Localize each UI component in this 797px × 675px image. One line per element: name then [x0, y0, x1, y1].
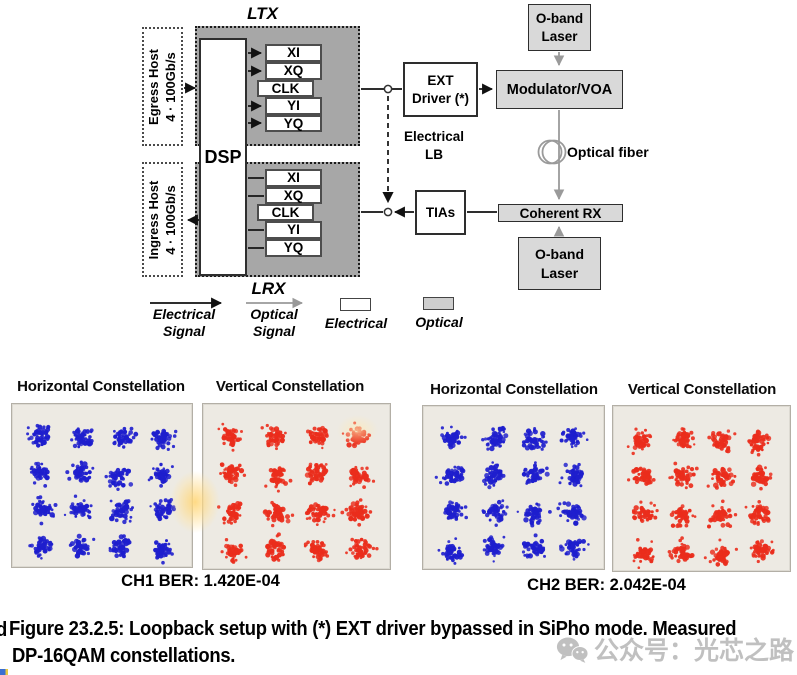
ltx-label: LTX — [247, 4, 278, 23]
lrx-lane-xi: XI — [265, 169, 322, 187]
watermark-text: 公众号：光芯之路 — [594, 637, 795, 665]
lane-label: YI — [287, 222, 300, 238]
ch1-horizontal-constellation — [11, 403, 193, 568]
ltx-lane-xq: XQ — [265, 62, 322, 80]
electrical-lb-label: Electrical LB — [403, 129, 465, 163]
ch2-vertical-constellation — [612, 405, 791, 572]
lrx-label: LRX — [251, 279, 286, 298]
coherent-rx-box: Coherent RX — [498, 204, 623, 222]
ch1-horizontal-title: Horizontal Constellation — [17, 378, 185, 395]
tias-box: TIAs — [415, 190, 466, 235]
lrx-lane-yi: YI — [265, 221, 322, 239]
legend-electrical-signal: Electrical Signal — [152, 306, 216, 339]
egress-host-box: Egress Host 4 · 100Gb/s — [142, 27, 183, 146]
lane-label: CLK — [271, 204, 300, 220]
dsp-label: DSP — [204, 146, 242, 167]
oband-laser-top: O-band Laser — [528, 4, 591, 51]
ch2-ber-label: CH2 BER: 2.042E-04 — [527, 576, 686, 594]
ch1-vertical-title: Vertical Constellation — [215, 378, 365, 395]
modulator-voa-label: Modulator/VOA — [506, 81, 613, 98]
egress-host-label: Egress Host 4 · 100Gb/s — [145, 48, 178, 125]
figure-caption-line1: Figure 23.2.5: Loopback setup with (*) E… — [9, 617, 737, 640]
ch2-horizontal-title: Horizontal Constellation — [430, 381, 598, 398]
corner-fragment — [0, 669, 8, 675]
lrx-lane-yq: YQ — [265, 239, 322, 257]
ch1-ber-label: CH1 BER: 1.420E-04 — [121, 572, 280, 590]
ext-driver-box: EXT Driver (*) — [403, 62, 478, 117]
lane-label: YQ — [283, 240, 304, 256]
lane-label: YQ — [283, 115, 304, 131]
ingress-host-label: Ingress Host 4 · 100Gb/s — [145, 180, 178, 259]
legend-electrical-swatch — [340, 298, 371, 311]
ltx-lane-yq: YQ — [265, 115, 322, 132]
modulator-voa-box: Modulator/VOA — [496, 70, 623, 109]
lane-label: XI — [287, 45, 300, 61]
ltx-lane-clk: CLK — [257, 80, 314, 97]
caption-fragment: d — [0, 618, 7, 642]
oband-laser-bottom-label: O-band Laser — [535, 245, 584, 281]
lane-label: XI — [287, 170, 300, 186]
legend-optical-signal: Optical Signal — [250, 306, 298, 339]
ch2-vertical-title: Vertical Constellation — [627, 381, 777, 398]
lrx-lane-clk: CLK — [257, 204, 314, 221]
dsp-block: DSP — [199, 38, 247, 276]
ingress-host-box: Ingress Host 4 · 100Gb/s — [142, 162, 183, 277]
watermark: 公众号：光芯之路 — [556, 631, 794, 667]
figure-caption-line2: DP-16QAM constellations. — [12, 644, 236, 667]
wechat-icon — [556, 637, 588, 663]
ltx-lane-xi: XI — [265, 44, 322, 62]
lane-label: CLK — [271, 80, 300, 96]
optical-fiber-label: Optical fiber — [567, 144, 649, 160]
oband-laser-top-label: O-band Laser — [535, 10, 584, 44]
lrx-lane-xq: XQ — [265, 187, 322, 204]
lane-label: XQ — [283, 63, 304, 79]
ext-driver-label: EXT Driver (*) — [411, 72, 470, 106]
legend-electrical-label: Electrical — [324, 315, 388, 331]
lane-label: YI — [287, 98, 300, 114]
lane-label: XQ — [283, 187, 304, 203]
coherent-rx-label: Coherent RX — [519, 205, 602, 221]
legend-optical-swatch — [423, 297, 454, 310]
tias-label: TIAs — [425, 205, 456, 220]
legend-optical-label: Optical — [415, 314, 463, 330]
ch1-vertical-constellation — [202, 403, 391, 570]
oband-laser-bottom: O-band Laser — [518, 237, 601, 290]
ch2-horizontal-constellation — [422, 405, 605, 570]
ltx-lane-yi: YI — [265, 97, 322, 115]
diagram-connectors — [150, 47, 567, 309]
